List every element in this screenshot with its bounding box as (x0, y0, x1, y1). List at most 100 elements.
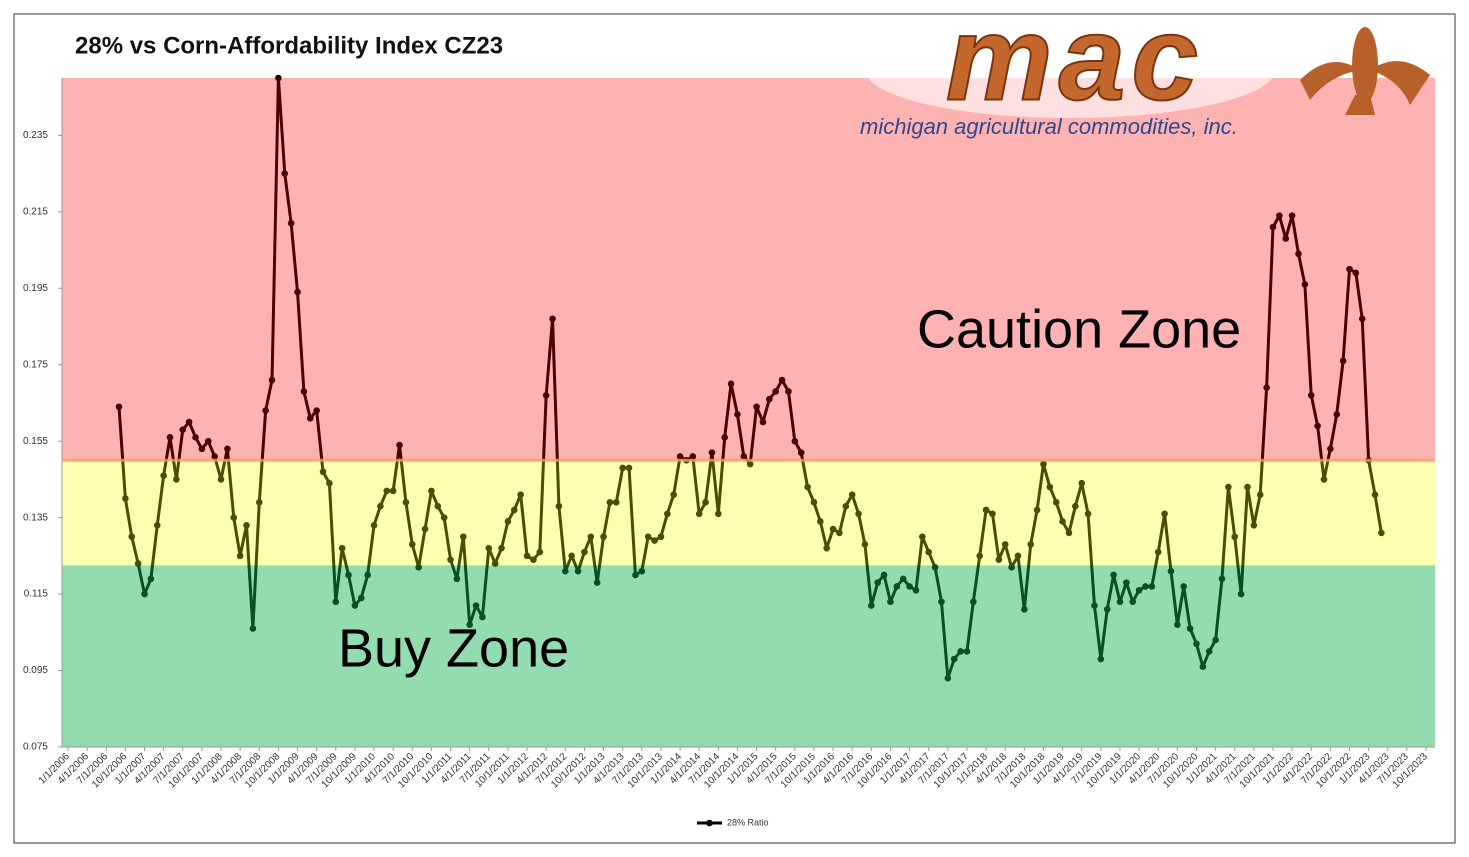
data-point (338, 544, 346, 552)
data-point (332, 598, 340, 606)
data-point (925, 548, 933, 556)
legend-swatch-marker (706, 819, 713, 827)
data-point (931, 564, 939, 571)
data-point (134, 560, 142, 567)
data-point (491, 560, 499, 567)
data-point (415, 564, 422, 571)
data-point (306, 414, 314, 422)
data-point (791, 437, 799, 445)
data-point (351, 602, 359, 609)
data-point (1116, 598, 1124, 606)
data-point (1040, 460, 1047, 468)
data-point (874, 579, 881, 586)
data-point (1301, 281, 1309, 288)
data-point (772, 388, 779, 395)
data-point (1154, 548, 1162, 556)
data-point (619, 464, 626, 472)
data-point (613, 499, 620, 506)
data-point (1371, 491, 1379, 498)
data-point (1091, 602, 1098, 609)
data-point (383, 487, 391, 495)
data-point (1339, 357, 1347, 365)
data-point (1269, 223, 1277, 231)
data-point (294, 288, 301, 296)
data-point (1059, 518, 1066, 525)
data-point (727, 380, 735, 388)
data-point (447, 556, 454, 563)
data-point (797, 449, 805, 456)
logo-backdrop (865, 22, 1275, 118)
data-point (1129, 598, 1137, 606)
data-point (651, 537, 658, 544)
data-point (950, 655, 958, 663)
data-point (1103, 606, 1111, 613)
corn-leaf (1300, 62, 1360, 100)
data-point (1244, 483, 1251, 491)
data-point (179, 426, 187, 434)
data-point (115, 403, 123, 411)
data-point (262, 407, 269, 414)
y-tick-label: 0.135 (23, 512, 48, 523)
data-point (593, 579, 601, 586)
data-point (185, 418, 193, 426)
data-point (708, 449, 716, 456)
data-point (1110, 571, 1117, 579)
data-point (377, 502, 384, 510)
data-point (778, 376, 786, 384)
data-point (912, 586, 920, 594)
data-point (1250, 521, 1258, 529)
data-point (1225, 483, 1232, 491)
data-point (574, 567, 582, 575)
data-point (1027, 541, 1035, 548)
data-point (421, 525, 429, 533)
data-point (702, 499, 709, 506)
data-point (1174, 621, 1181, 628)
data-point (804, 483, 811, 491)
data-point (855, 510, 862, 518)
logo-wordmark: mac (946, 0, 1204, 126)
data-point (472, 602, 480, 609)
data-point (268, 376, 276, 384)
data-point (319, 468, 327, 476)
data-point (485, 544, 493, 552)
data-point (498, 544, 505, 552)
data-point (211, 453, 218, 460)
data-point (459, 533, 467, 541)
data-point (899, 575, 907, 583)
data-point (880, 571, 888, 579)
y-tick-label: 0.115 (24, 589, 49, 600)
data-point (1084, 510, 1092, 518)
data-point (153, 521, 161, 529)
data-point (644, 533, 652, 541)
data-point (224, 445, 231, 453)
data-point (1212, 636, 1219, 644)
data-point (1148, 583, 1156, 590)
data-point (510, 506, 518, 514)
data-point (823, 544, 830, 552)
data-point (166, 434, 174, 441)
data-point (817, 518, 824, 525)
corn-cob (1352, 27, 1378, 103)
data-point (147, 575, 155, 583)
data-point (861, 541, 869, 548)
data-point (1014, 552, 1022, 560)
data-point (676, 453, 684, 460)
data-point (1263, 384, 1270, 391)
data-point (504, 518, 512, 525)
data-point (740, 453, 748, 460)
data-point (396, 441, 403, 449)
data-point (326, 479, 333, 487)
y-tick-label: 0.175 (23, 359, 48, 370)
data-point (657, 533, 665, 541)
data-point (1123, 579, 1130, 586)
data-point (287, 219, 295, 227)
data-point (402, 499, 410, 506)
data-point (632, 571, 639, 579)
zone (62, 460, 1435, 566)
data-point (976, 552, 984, 560)
data-point (357, 594, 365, 602)
data-point (600, 533, 607, 541)
data-point (1142, 583, 1149, 590)
data-point (995, 556, 1003, 563)
